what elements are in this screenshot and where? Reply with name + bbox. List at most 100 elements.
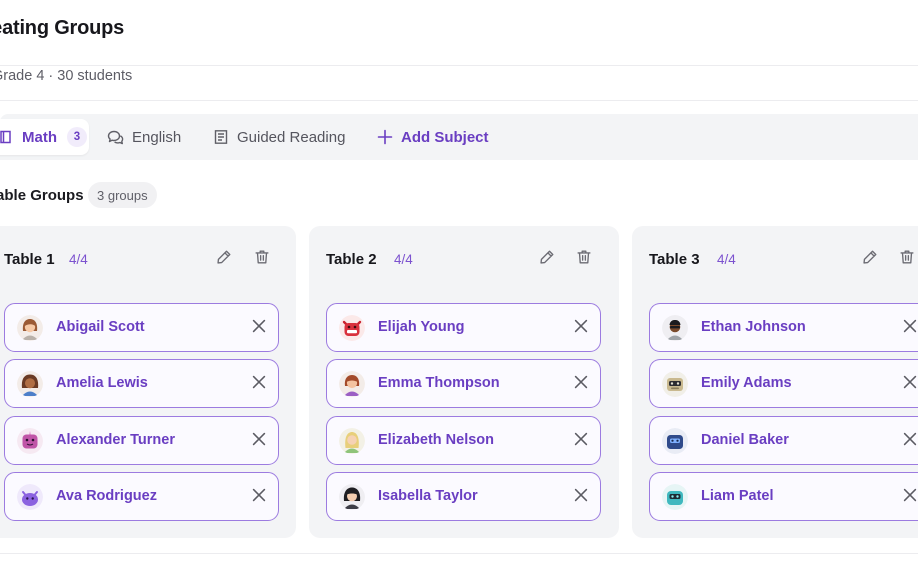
student-name: Alexander Turner xyxy=(56,432,175,448)
student-chip[interactable]: Alexander Turner xyxy=(4,416,279,465)
add-subject-button[interactable]: Add Subject xyxy=(377,119,489,155)
student-name: Amelia Lewis xyxy=(56,375,148,391)
student-chip[interactable]: Emily Adams xyxy=(649,359,918,408)
table-card: Table 3 4/4 Ethan Johnson Emily Adams Da… xyxy=(632,226,918,538)
remove-student-button[interactable] xyxy=(570,430,592,452)
girl-brown-hair-avatar xyxy=(17,315,43,341)
trash-icon xyxy=(898,248,916,271)
close-icon xyxy=(250,317,268,340)
edit-table-button[interactable] xyxy=(213,248,235,270)
tab-math[interactable]: Math 3 xyxy=(0,119,89,155)
tab-math-label: Math xyxy=(22,128,57,146)
divider xyxy=(0,100,918,101)
remove-student-button[interactable] xyxy=(899,317,918,339)
student-name: Elizabeth Nelson xyxy=(378,432,495,448)
student-name: Isabella Taylor xyxy=(378,488,478,504)
close-icon xyxy=(901,373,918,396)
girl-blonde-avatar xyxy=(339,428,365,454)
student-chip[interactable]: Amelia Lewis xyxy=(4,359,279,408)
groups-count-badge: 3 groups xyxy=(88,182,157,208)
remove-student-button[interactable] xyxy=(248,430,270,452)
student-name: Abigail Scott xyxy=(56,319,145,335)
student-name: Daniel Baker xyxy=(701,432,789,448)
tab-english[interactable]: English xyxy=(107,119,181,155)
close-icon xyxy=(250,373,268,396)
pink-monster-avatar xyxy=(17,428,43,454)
remove-student-button[interactable] xyxy=(248,486,270,508)
red-monster-avatar xyxy=(339,315,365,341)
purple-blob-avatar xyxy=(17,484,43,510)
trash-icon xyxy=(253,248,271,271)
table-capacity: 4/4 xyxy=(717,252,736,267)
section-title: Table Groups xyxy=(0,187,84,204)
student-chip[interactable]: Elizabeth Nelson xyxy=(326,416,601,465)
page-title: Seating Groups xyxy=(0,17,125,39)
girl-dark-curly-avatar xyxy=(17,371,43,397)
close-icon xyxy=(250,430,268,453)
document-icon xyxy=(213,129,229,145)
divider xyxy=(0,65,918,66)
student-chip[interactable]: Abigail Scott xyxy=(4,303,279,352)
remove-student-button[interactable] xyxy=(899,430,918,452)
remove-student-button[interactable] xyxy=(570,373,592,395)
student-chip[interactable]: Emma Thompson xyxy=(326,359,601,408)
page-subtitle: Grade 4 · 30 students xyxy=(0,68,133,84)
tab-guided-reading-label: Guided Reading xyxy=(237,128,346,146)
pencil-icon xyxy=(215,248,233,271)
edit-table-button[interactable] xyxy=(536,248,558,270)
pencil-icon xyxy=(538,248,556,271)
edit-table-button[interactable] xyxy=(859,248,881,270)
student-name: Elijah Young xyxy=(378,319,465,335)
remove-student-button[interactable] xyxy=(570,486,592,508)
pencil-icon xyxy=(861,248,879,271)
student-chip[interactable]: Ethan Johnson xyxy=(649,303,918,352)
student-name: Emily Adams xyxy=(701,375,792,391)
chat-bubbles-icon xyxy=(107,129,124,146)
tab-guided-reading[interactable]: Guided Reading xyxy=(213,119,345,155)
trash-icon xyxy=(575,248,593,271)
delete-table-button[interactable] xyxy=(896,248,918,270)
student-chip[interactable]: Liam Patel xyxy=(649,472,918,521)
close-icon xyxy=(572,373,590,396)
subject-tabbar: Math 3 English Guided Reading Add Subjec… xyxy=(0,114,918,160)
table-card: Table 1 4/4 Abigail Scott Amelia Lewis A… xyxy=(0,226,296,538)
table-card: Table 2 4/4 Elijah Young Emma Thompson E… xyxy=(309,226,619,538)
close-icon xyxy=(901,317,918,340)
teal-robot-avatar xyxy=(662,484,688,510)
remove-student-button[interactable] xyxy=(248,373,270,395)
book-icon xyxy=(0,129,14,145)
girl-auburn-avatar xyxy=(339,371,365,397)
remove-student-button[interactable] xyxy=(899,486,918,508)
boy-sunglasses-avatar xyxy=(662,315,688,341)
tan-robot-avatar xyxy=(662,371,688,397)
student-chip[interactable]: Ava Rodriguez xyxy=(4,472,279,521)
remove-student-button[interactable] xyxy=(899,373,918,395)
plus-icon xyxy=(377,129,393,145)
remove-student-button[interactable] xyxy=(248,317,270,339)
student-chip[interactable]: Elijah Young xyxy=(326,303,601,352)
table-capacity: 4/4 xyxy=(394,252,413,267)
table-title: Table 1 xyxy=(4,251,55,268)
close-icon xyxy=(572,317,590,340)
student-chip[interactable]: Isabella Taylor xyxy=(326,472,601,521)
close-icon xyxy=(250,486,268,509)
table-capacity: 4/4 xyxy=(69,252,88,267)
close-icon xyxy=(901,486,918,509)
student-name: Ethan Johnson xyxy=(701,319,806,335)
add-subject-label: Add Subject xyxy=(401,128,489,146)
tab-english-label: English xyxy=(132,128,182,146)
remove-student-button[interactable] xyxy=(570,317,592,339)
student-name: Emma Thompson xyxy=(378,375,500,391)
student-chip[interactable]: Daniel Baker xyxy=(649,416,918,465)
close-icon xyxy=(901,430,918,453)
navy-robot-avatar xyxy=(662,428,688,454)
student-name: Ava Rodriguez xyxy=(56,488,157,504)
close-icon xyxy=(572,430,590,453)
close-icon xyxy=(572,486,590,509)
delete-table-button[interactable] xyxy=(573,248,595,270)
student-name: Liam Patel xyxy=(701,488,774,504)
tab-math-count-badge: 3 xyxy=(67,127,87,147)
divider xyxy=(0,553,918,554)
girl-black-hair-avatar xyxy=(339,484,365,510)
delete-table-button[interactable] xyxy=(251,248,273,270)
